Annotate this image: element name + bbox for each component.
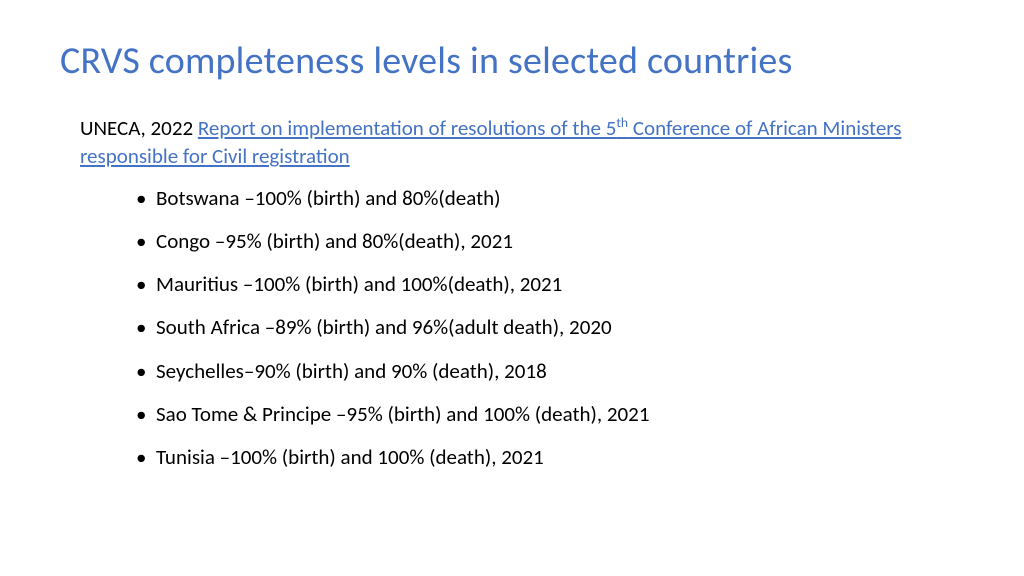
list-item: Sao Tome & Principe –95% (birth) and 100…: [136, 401, 964, 427]
list-item: Congo –95% (birth) and 80%(death), 2021: [136, 228, 964, 254]
source-link[interactable]: Report on implementation of resolutions …: [80, 115, 901, 169]
list-item: Seychelles–90% (birth) and 90% (death), …: [136, 358, 964, 384]
slide: CRVS completeness levels in selected cou…: [0, 0, 1024, 576]
list-item: Mauritius –100% (birth) and 100%(death),…: [136, 271, 964, 297]
list-item: South Africa –89% (birth) and 96%(adult …: [136, 314, 964, 340]
source-citation: UNECA, 2022 Report on implementation of …: [80, 114, 964, 171]
list-item: Botswana –100% (birth) and 80%(death): [136, 185, 964, 211]
source-link-sup: th: [616, 114, 628, 131]
page-title: CRVS completeness levels in selected cou…: [60, 38, 964, 84]
source-prefix: UNECA, 2022: [80, 115, 198, 141]
country-list: Botswana –100% (birth) and 80%(death) Co…: [136, 185, 964, 471]
source-link-pre: Report on implementation of resolutions …: [198, 115, 616, 141]
list-item: Tunisia –100% (birth) and 100% (death), …: [136, 444, 964, 470]
